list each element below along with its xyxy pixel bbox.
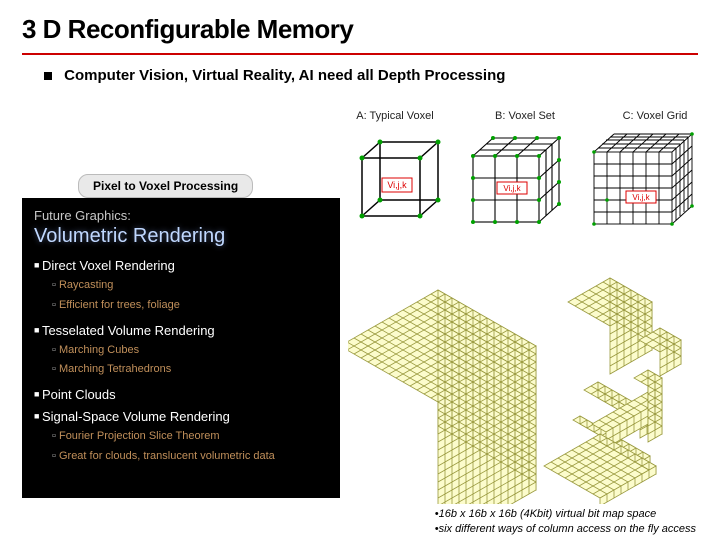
pixel-to-voxel-pill: Pixel to Voxel Processing <box>78 174 253 198</box>
bullet-icon <box>44 72 52 80</box>
title-underline <box>22 53 698 55</box>
page-title: 3 D Reconfigurable Memory <box>22 14 720 45</box>
section-direct: Direct Voxel Rendering <box>34 258 328 273</box>
footnote-2: •six different ways of column access on … <box>435 522 696 536</box>
voxel-c-label: Vi,j,k <box>632 193 650 202</box>
volumetric-panel: Future Graphics: Volumetric Rendering Di… <box>22 198 340 498</box>
volumetric-heading: Volumetric Rendering <box>34 225 328 248</box>
voxel-a-svg: Vi,j,k <box>340 128 450 238</box>
section-tesselated: Tesselated Volume Rendering <box>34 323 328 338</box>
voxel-header-a: A: Typical Voxel <box>340 110 450 122</box>
item-fourier: Fourier Projection Slice Theorem <box>52 427 328 447</box>
voxel-b-svg: Vi,j,k <box>455 128 575 238</box>
item-clouds: Great for clouds, translucent volumetric… <box>52 447 328 467</box>
voxel-c-svg: Vi,j,k <box>580 128 710 238</box>
section-signal: Signal-Space Volume Rendering <box>34 409 328 424</box>
subtitle-line: Computer Vision, Virtual Reality, AI nee… <box>44 67 720 84</box>
item-cubes: Marching Cubes <box>52 341 328 361</box>
voxel-diagram-row: Vi,j,k Vi,j,k <box>340 128 710 238</box>
voxel-a-label: Vi,j,k <box>387 180 407 190</box>
voxel-b-label: Vi,j,k <box>503 184 521 193</box>
voxel-header-row: A: Typical Voxel B: Voxel Set C: Voxel G… <box>340 110 710 122</box>
footnote-1: •16b x 16b x 16b (4Kbit) virtual bit map… <box>435 507 696 521</box>
subtitle-text: Computer Vision, Virtual Reality, AI nee… <box>64 67 505 84</box>
footnotes: •16b x 16b x 16b (4Kbit) virtual bit map… <box>435 507 696 536</box>
item-tetra: Marching Tetrahedrons <box>52 360 328 380</box>
item-raycasting: Raycasting <box>52 276 328 296</box>
isometric-cubes <box>348 274 696 504</box>
voxel-header-c: C: Voxel Grid <box>600 110 710 122</box>
voxel-header-b: B: Voxel Set <box>470 110 580 122</box>
item-foliage: Efficient for trees, foliage <box>52 296 328 316</box>
section-pointclouds: Point Clouds <box>34 387 328 402</box>
future-graphics-label: Future Graphics: <box>34 208 328 223</box>
